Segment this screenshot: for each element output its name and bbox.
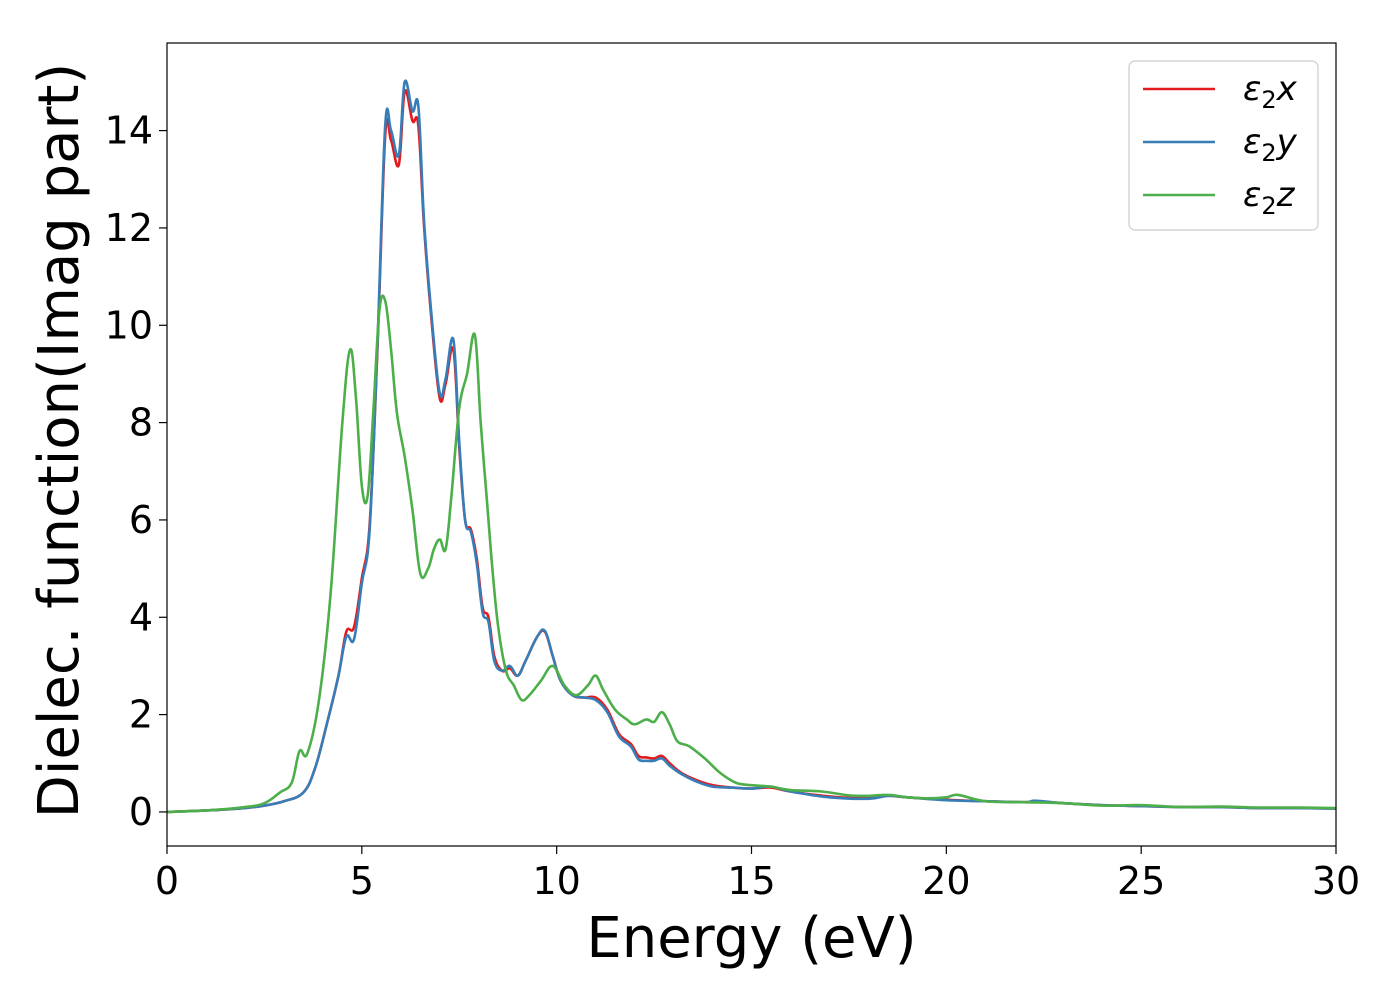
legend-variable: y [1276, 122, 1298, 162]
legend-variable: x [1276, 69, 1298, 109]
y-tick-label: 14 [105, 109, 153, 153]
legend-label-y: ε2y [1243, 122, 1298, 167]
x-axis-title: Energy (eV) [586, 906, 916, 971]
y-axis-title: Dielec. function(Imag part) [27, 63, 92, 819]
legend-box [1128, 60, 1319, 231]
legend-epsilon: ε [1243, 122, 1261, 162]
legend-label-z: ε2z [1243, 175, 1296, 220]
x-tick-label: 10 [532, 859, 580, 903]
legend-label-x: ε2x [1243, 69, 1298, 114]
y-tick-label: 6 [129, 498, 153, 542]
x-tick-label: 25 [1117, 859, 1165, 903]
x-tick-label: 0 [155, 859, 179, 903]
x-tick-label: 5 [350, 859, 374, 903]
axis-ticks: 0 5 10 15 20 25 30 0 2 4 6 8 10 12 14 [105, 109, 1361, 903]
legend-subscript: 2 [1261, 192, 1276, 220]
x-tick-label: 30 [1312, 859, 1360, 903]
x-tick-label: 20 [922, 859, 970, 903]
legend-epsilon: ε [1243, 175, 1261, 215]
series-line-z [166, 294, 1337, 814]
y-tick-label: 0 [129, 790, 153, 834]
legend-epsilon: ε [1243, 69, 1261, 109]
y-tick-label: 10 [105, 303, 153, 347]
series-group [166, 79, 1337, 814]
y-tick-label: 8 [129, 401, 153, 445]
x-tick-label: 15 [727, 859, 775, 903]
legend-variable: z [1276, 175, 1296, 215]
y-tick-label: 12 [105, 206, 153, 250]
y-tick-label: 4 [129, 595, 153, 639]
legend-subscript: 2 [1261, 86, 1276, 114]
legend-subscript: 2 [1261, 139, 1276, 167]
y-tick-label: 2 [129, 693, 153, 737]
